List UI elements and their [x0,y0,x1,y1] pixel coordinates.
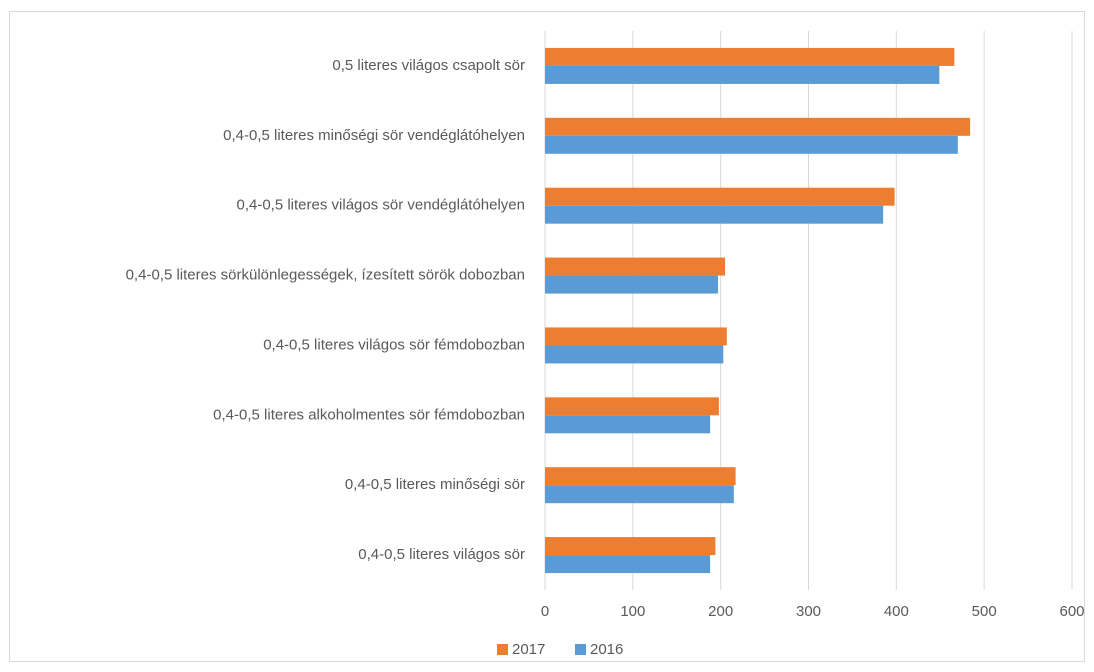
y-tick-label: 0,4-0,5 literes minőségi sör [345,476,525,493]
x-tick-label: 600 [1059,603,1084,620]
x-tick-label: 200 [708,603,733,620]
bar [545,65,940,84]
legend-label: 2017 [512,641,545,658]
y-tick-label: 0,4-0,5 literes sörkülönlegességek, ízes… [126,267,525,284]
bar [545,205,884,224]
bar [545,537,716,556]
x-tick-label: 100 [620,603,645,620]
bar [545,117,971,136]
bar [545,345,724,364]
bar [545,485,734,504]
y-tick-label: 0,4-0,5 literes alkoholmentes sör fémdob… [213,406,525,423]
bar [545,397,719,416]
bar [545,257,726,276]
bar [545,135,958,154]
x-tick-label: 500 [972,603,997,620]
legend-swatch [497,644,508,655]
y-tick-label: 0,4-0,5 literes világos sör [358,546,525,563]
bar [545,47,955,66]
bar [545,187,895,206]
y-tick-label: 0,4-0,5 literes világos sör vendéglátóhe… [236,197,525,214]
bar [545,327,727,346]
y-tick-label: 0,4-0,5 literes világos sör fémdobozban [263,336,525,353]
x-tick-label: 300 [796,603,821,620]
x-tick-label: 400 [884,603,909,620]
x-tick-label: 0 [541,603,549,620]
y-tick-label: 0,5 literes világos csapolt sör [332,57,525,74]
legend-swatch [575,644,586,655]
legend-label: 2016 [590,641,623,658]
y-tick-label: 0,4-0,5 literes minőségi sör vendéglátóh… [223,127,525,144]
bar [545,467,736,486]
bar [545,275,719,294]
bar [545,415,711,434]
bar [545,555,711,574]
